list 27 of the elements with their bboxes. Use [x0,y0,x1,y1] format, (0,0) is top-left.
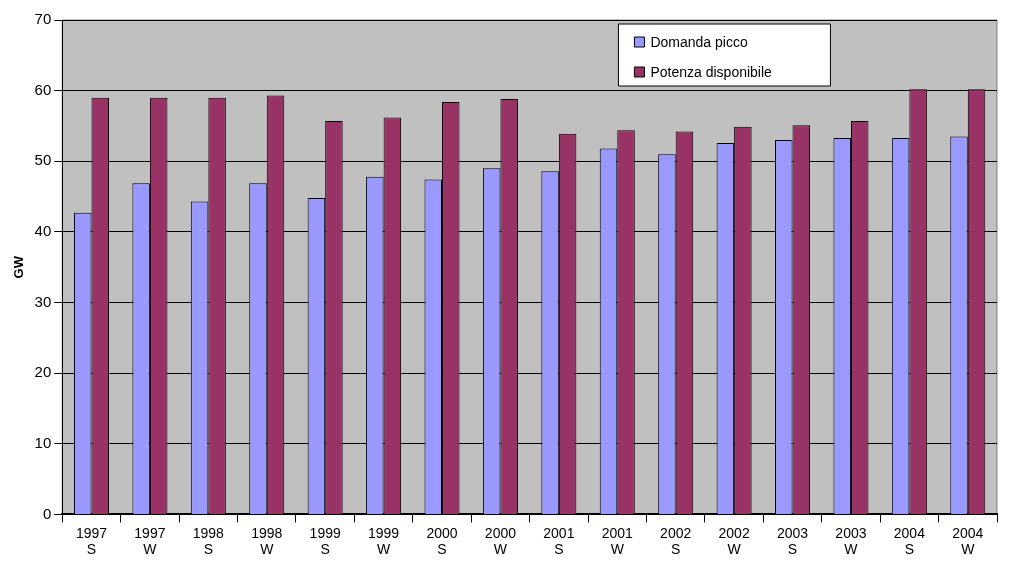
x-tick-label: 2004 W [952,524,984,558]
y-tick-label: 30 [34,292,52,310]
x-tick-label: 2000 S [426,524,458,558]
x-tick-label: 1999 S [309,524,341,558]
y-tick-label: 70 [34,10,52,28]
y-tick-label: 40 [34,222,52,240]
y-tick-label: 20 [34,363,52,381]
y-axis-title: GW [11,255,27,279]
x-tick-label: 2003 S [776,524,809,558]
y-tick-label: 60 [34,80,52,98]
x-tick-label: 2001 S [543,524,575,558]
x-tick-label: 2002 S [660,524,692,558]
x-tick-label: 1997 W [134,524,166,558]
y-tick-label: 50 [34,151,52,169]
legend-label: Potenza disponibile [650,63,773,80]
y-tick-label: 0 [42,504,52,522]
x-tick-label: 2002 W [718,524,750,558]
x-tick-label: 2000 W [484,524,517,558]
x-tick-label: 2001 W [601,524,634,558]
x-tick-label: 1999 W [368,524,400,558]
legend-label: Domanda picco [650,33,748,50]
x-tick-label: 1997 S [75,524,108,558]
x-tick-label: 1998 S [192,524,225,558]
y-tick-label: 10 [34,433,52,451]
x-tick-label: 2004 S [893,524,926,558]
x-tick-label: 2003 W [835,524,867,558]
x-tick-label: 1998 W [251,524,283,558]
